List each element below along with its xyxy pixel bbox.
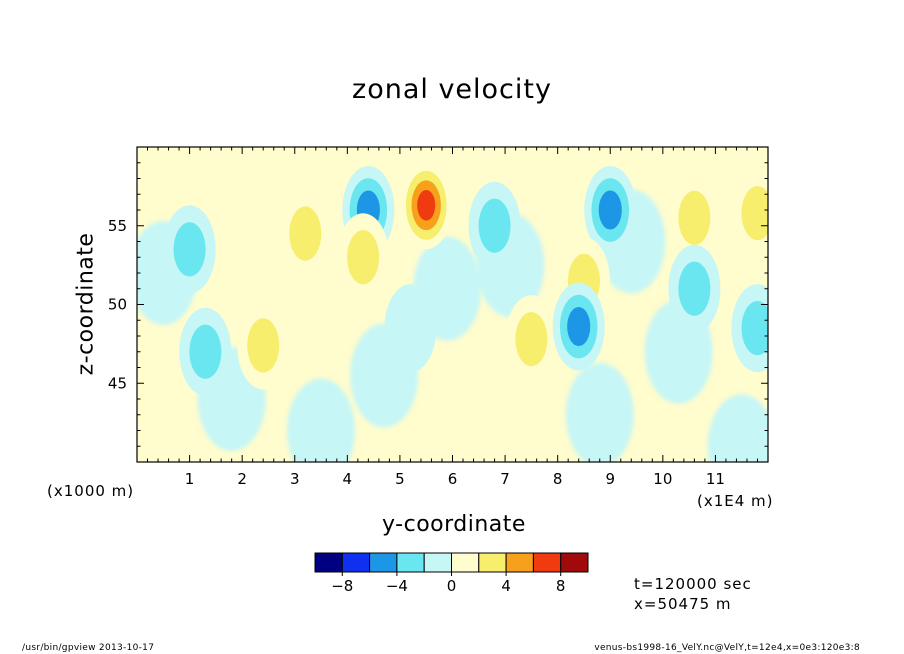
positive-velocity-cell	[668, 173, 721, 262]
position-annotation: x=50475 m	[634, 595, 732, 613]
positive-velocity-cell	[205, 150, 258, 239]
colorbar-swatch	[369, 552, 398, 573]
y-axis-ticks: 45 50 55	[108, 146, 768, 463]
negative-velocity-cell	[552, 282, 605, 371]
contour-band	[741, 186, 768, 241]
positive-velocity-cell	[337, 213, 390, 302]
x-tick-label: 5	[395, 470, 405, 488]
positive-velocity-cell	[400, 161, 453, 250]
contour-band	[205, 150, 258, 239]
negative-velocity-cell	[163, 205, 216, 294]
x-tick-label: 9	[605, 470, 615, 488]
contour-band	[678, 261, 711, 316]
x-axis-ticks: 1 2 3 4 5 6 7 8 9 10 11	[136, 147, 769, 488]
colorbar-label: 4	[501, 577, 511, 595]
contour-band	[678, 190, 711, 245]
x-axis-unit-left: (x1000 m)	[47, 482, 135, 500]
colorbar-swatch	[451, 552, 480, 573]
negative-velocity-cell	[731, 284, 768, 373]
positive-velocity-cell	[237, 301, 290, 390]
contour-band	[384, 284, 437, 373]
x-axis-unit-right: (x1E4 m)	[697, 492, 774, 510]
x-tick-label: 8	[553, 470, 563, 488]
colorbar-swatch	[532, 552, 562, 573]
contour-band	[478, 198, 511, 253]
colorbar-swatch	[396, 552, 425, 573]
negative-velocity-cell	[468, 181, 521, 270]
x-tick-label: 3	[290, 470, 300, 488]
colorbar-swatch	[560, 552, 589, 573]
weak-negative-region	[565, 362, 634, 462]
x-tick-label: 4	[343, 470, 353, 488]
colorbar-label: 0	[447, 577, 457, 595]
contour-band	[347, 230, 380, 285]
contour-band	[189, 324, 222, 379]
weak-negative-region	[287, 378, 356, 462]
positive-velocity-cell	[731, 169, 768, 258]
colorbar-swatch	[341, 552, 371, 573]
contour-band	[300, 268, 353, 357]
negative-velocity-cell	[668, 244, 721, 333]
colorbar-label: −4	[386, 577, 408, 595]
x-axis-label: y-coordinate	[382, 512, 526, 537]
x-tick-label: 1	[185, 470, 195, 488]
weak-negative-region	[707, 394, 768, 462]
contour-band	[247, 318, 280, 373]
colorbar-swatch	[478, 552, 507, 573]
contour-band	[567, 306, 591, 347]
colorbar: −8 −4 0 4 8	[314, 552, 589, 595]
contour-band	[417, 189, 436, 221]
colorbar-swatch	[314, 552, 343, 573]
y-axis-label: z-coordinate	[73, 232, 99, 376]
y-tick-label: 45	[108, 374, 127, 392]
negative-velocity-cell	[179, 307, 232, 396]
x-tick-label: 11	[706, 470, 725, 488]
negative-velocity-cell	[584, 166, 637, 254]
positive-velocity-cell	[279, 189, 332, 278]
contour-band	[598, 190, 622, 230]
chart-title: zonal velocity	[352, 74, 552, 105]
negative-velocity-cell	[384, 284, 437, 373]
x-tick-label: 10	[653, 470, 672, 488]
contour-band	[515, 312, 548, 367]
contour-band	[289, 206, 322, 261]
footer-source: venus-bs1998-16_VelY.nc@VelY,t=12e4,x=0e…	[594, 643, 860, 653]
x-tick-label: 7	[500, 470, 510, 488]
colorbar-label: −8	[331, 577, 353, 595]
time-annotation: t=120000 sec	[634, 575, 752, 593]
colorbar-swatch	[505, 552, 534, 573]
footer-command: /usr/bin/gpview 2013-10-17	[22, 643, 155, 653]
x-tick-label: 2	[237, 470, 247, 488]
positive-velocity-cell	[300, 268, 353, 357]
x-tick-label: 6	[448, 470, 458, 488]
velocity-field	[137, 147, 768, 462]
y-tick-label: 50	[108, 296, 127, 314]
contour-band	[741, 301, 768, 356]
positive-velocity-cell	[505, 295, 558, 384]
colorbar-label: 8	[556, 577, 566, 595]
colorbar-swatch	[423, 552, 453, 573]
y-tick-label: 55	[108, 217, 127, 235]
contour-band	[173, 222, 206, 277]
